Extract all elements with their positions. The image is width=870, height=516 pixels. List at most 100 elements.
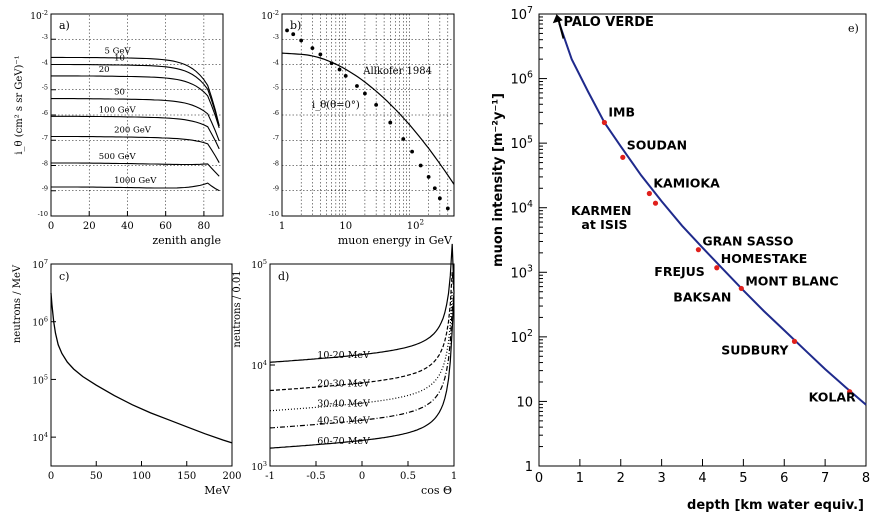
y-axis-label: muon intensity [m⁻²y⁻¹] — [491, 93, 506, 267]
data-point — [445, 206, 450, 211]
lab-point — [620, 154, 626, 160]
x-tick-label: 40 — [121, 221, 134, 232]
arrow-head — [552, 14, 563, 24]
arrow-label: PALO VERDE — [564, 15, 654, 30]
panel-label: b) — [290, 19, 301, 32]
x-tick-label: -1 — [265, 471, 275, 482]
y-tick-label: 104 — [32, 431, 48, 444]
data-point — [437, 196, 442, 201]
lab-label: BAKSAN — [673, 290, 731, 305]
chart-panel-c: 0 50 100 150 200 107 106 105 104 c) MeV neutrons / … — [12, 258, 242, 497]
series-label: 60-70 MeV — [317, 436, 370, 447]
x-axis-label: depth [km water equiv.] — [687, 498, 864, 513]
x-tick-label: 4 — [698, 471, 706, 486]
y-tick-label: 10 — [516, 395, 533, 410]
y-tick-label: -7 — [273, 134, 279, 142]
lab-point — [791, 338, 798, 344]
series-label: 30-40 MeV — [317, 398, 370, 409]
x-tick-label: 2 — [617, 471, 625, 486]
series-label: 50 — [114, 88, 125, 98]
y-tick-label: -3 — [42, 33, 48, 41]
x-tick-label: 0 — [48, 471, 54, 482]
x-tick-label: 60 — [159, 221, 172, 232]
series-line — [51, 56, 220, 126]
data-point — [426, 174, 431, 179]
x-tick-label: 3 — [657, 471, 665, 486]
y-tick-label: 105 — [251, 258, 267, 271]
data-point — [401, 137, 406, 141]
x-tick-label: 50 — [90, 471, 103, 482]
y-tick-label: -8 — [42, 159, 48, 167]
y-tick-label: 103 — [251, 460, 267, 473]
y-tick-label: -9 — [42, 185, 48, 193]
y-axis-label: i_θ (cm² s sr GeV)⁻¹ — [14, 55, 25, 154]
lab-label: IMB — [608, 104, 635, 119]
series-line — [269, 291, 455, 412]
data-point — [310, 46, 315, 50]
y-tick-label: -8 — [273, 159, 279, 167]
lab-label: at ISIS — [581, 217, 627, 232]
y-tick-label: 106 — [511, 70, 534, 88]
x-axis-label: muon energy in GeV — [338, 234, 453, 247]
lab-label: GRAN SASSO — [702, 234, 793, 249]
data-point — [432, 186, 437, 191]
series-line — [269, 292, 455, 429]
data-point — [374, 103, 379, 107]
lab-label: SOUDAN — [627, 137, 687, 152]
series-line — [51, 98, 220, 142]
data-point — [363, 91, 367, 96]
spectrum-line — [50, 292, 233, 444]
x-tick-label: 0 — [48, 221, 54, 232]
plot-frame — [50, 263, 233, 467]
y-tick-label: 104 — [251, 359, 267, 372]
data-point — [343, 73, 348, 78]
x-tick-label: 0 — [359, 471, 365, 482]
curve-label: i_θ(θ=0°) — [312, 100, 360, 111]
y-tick-label: -6 — [273, 109, 279, 117]
series-label: 500 GeV — [99, 152, 137, 162]
series-line — [51, 75, 220, 129]
lab-point — [652, 200, 659, 206]
series-line — [269, 292, 455, 449]
lab-point — [714, 265, 720, 271]
x-tick-label: 1 — [451, 471, 457, 482]
data-point — [388, 120, 393, 125]
lab-point — [847, 389, 853, 395]
y-tick-label: 102 — [511, 328, 534, 346]
x-tick-label: 1 — [576, 471, 584, 486]
data-point — [355, 84, 359, 88]
data-point — [291, 32, 296, 37]
y-tick-label: -4 — [42, 58, 48, 66]
lab-label: KARMEN — [571, 203, 631, 218]
x-tick-label: 200 — [222, 471, 241, 482]
y-tick-label: 106 — [32, 316, 48, 329]
x-tick-label: 6 — [780, 471, 788, 486]
panel-label: e) — [848, 22, 859, 35]
series-line — [269, 272, 455, 392]
series-label: 20 — [99, 65, 110, 75]
lab-label: HOMESTAKE — [721, 251, 808, 266]
y-tick-label: 105 — [511, 134, 534, 152]
y-axis-label: neutrons / MeV — [12, 264, 23, 343]
chart-panel-b: -3 -4 -5 -6 -7 -8 -9 -10 10-2 1 10 102 b) muon energy… — [261, 9, 455, 247]
series-label: 40-50 MeV — [317, 416, 370, 427]
y-tick-label: -7 — [42, 134, 48, 142]
intensity-curve — [558, 23, 867, 406]
panel-label: c) — [59, 270, 69, 283]
y-tick-label: -4 — [273, 58, 279, 66]
plot-frame — [50, 13, 224, 217]
x-axis-label: MeV — [204, 484, 231, 497]
y-tick-label: 107 — [32, 258, 48, 271]
series-label: 5 GeV — [105, 46, 132, 56]
series-label: 10 — [114, 54, 125, 64]
model-curve — [281, 52, 455, 185]
y-tick-label: 10-2 — [30, 9, 48, 22]
x-tick-label: 0.5 — [400, 471, 416, 482]
y-tick-label: -9 — [273, 185, 279, 193]
y-tick-label: -10 — [38, 210, 48, 218]
y-tick-label: -6 — [42, 109, 48, 117]
x-tick-label: 0 — [535, 471, 543, 486]
y-tick-label: -5 — [42, 84, 48, 92]
data-point — [299, 38, 304, 43]
